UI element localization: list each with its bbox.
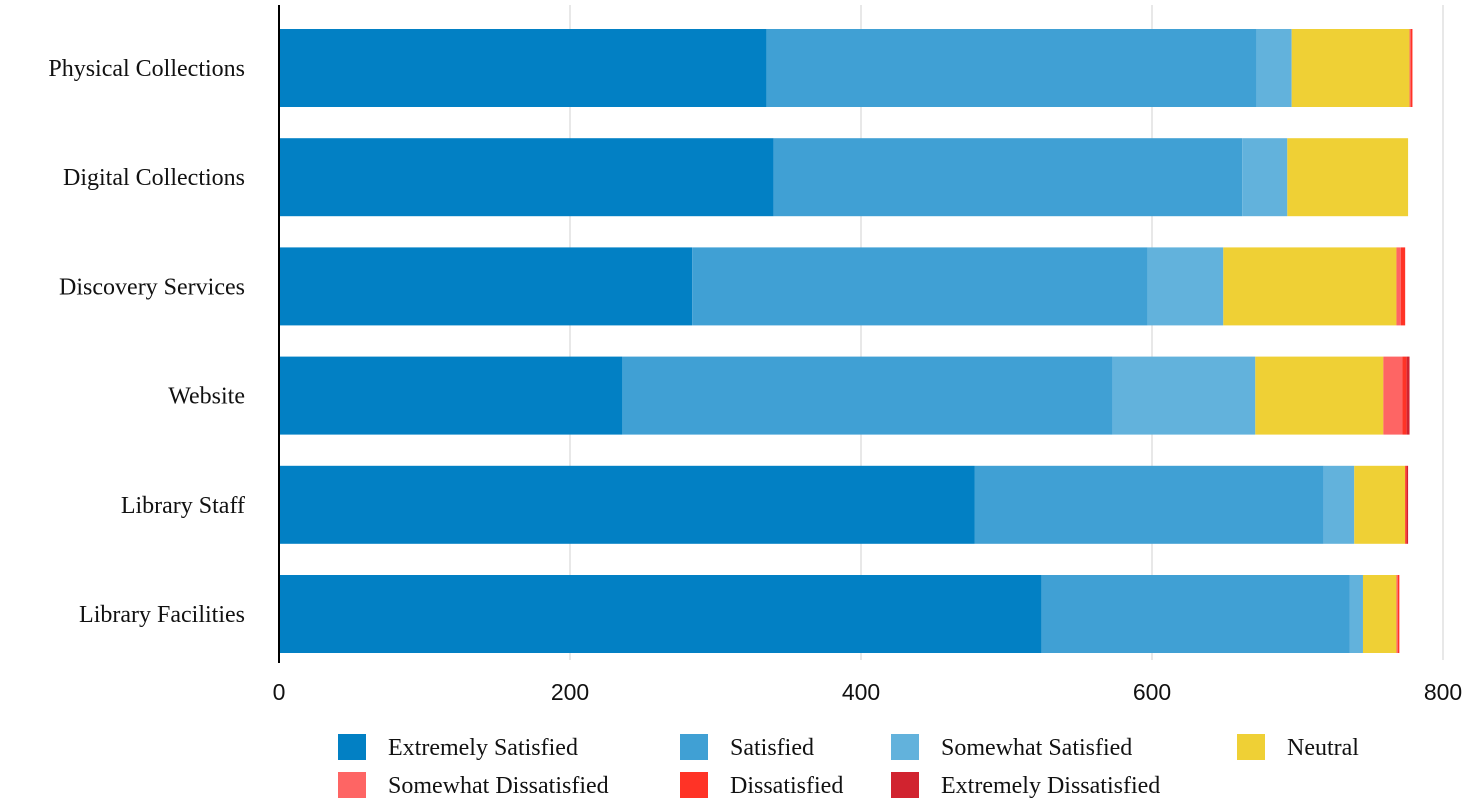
bar-segment	[1405, 465, 1407, 544]
category-label: Website	[168, 384, 245, 410]
legend-swatch	[680, 772, 708, 798]
bar-segment	[622, 356, 1113, 435]
bar-segment	[279, 575, 1042, 653]
legend-label: Somewhat Satisfied	[941, 735, 1132, 761]
bar-segment	[1396, 247, 1401, 326]
legend: Extremely Satisfied Satisfied Somewhat Sat…	[338, 734, 1359, 799]
legend-label: Neutral	[1287, 735, 1359, 761]
bar-segment	[1406, 356, 1410, 435]
bar-segment	[1397, 575, 1400, 653]
legend-swatch	[1237, 734, 1265, 760]
bar-segment	[1112, 356, 1256, 435]
bar-segment	[1223, 247, 1397, 326]
bar-segment	[1147, 247, 1224, 326]
legend-label: Dissatisfied	[730, 773, 843, 799]
bar-segment	[1409, 29, 1411, 107]
category-label: Digital Collections	[63, 165, 245, 191]
bar-segment	[1410, 29, 1413, 107]
bar-segment	[1323, 465, 1355, 544]
legend-label: Somewhat Dissatisfied	[388, 773, 609, 799]
legend-swatch	[891, 734, 919, 760]
legend-swatch	[891, 772, 919, 798]
category-label: Physical Collections	[48, 56, 245, 82]
bar-segment	[974, 465, 1324, 544]
x-tick-label: 0	[273, 679, 286, 705]
bar-segment	[1400, 247, 1406, 326]
bar-segment	[1362, 575, 1397, 653]
bar-segment	[279, 356, 623, 435]
category-label: Library Facilities	[79, 602, 245, 628]
bar-segment	[773, 138, 1243, 217]
legend-swatch	[338, 734, 366, 760]
bar-segment	[1383, 356, 1403, 435]
bar-segment	[1255, 356, 1384, 435]
x-tick-label: 600	[1133, 679, 1171, 705]
gridlines	[569, 5, 1444, 660]
bar-segment	[279, 29, 767, 107]
bar-segment	[279, 138, 774, 217]
legend-swatch	[338, 772, 366, 798]
bar-segment	[1287, 138, 1409, 217]
bar-segment	[1242, 138, 1288, 217]
legend-label: Extremely Satisfied	[388, 735, 578, 761]
bar-segment	[1256, 29, 1292, 107]
bar-segment	[279, 247, 693, 326]
x-tick-label: 400	[842, 679, 880, 705]
x-tick-label: 800	[1424, 679, 1462, 705]
bar-segment	[1406, 465, 1409, 544]
bar-segment	[1396, 575, 1398, 653]
category-label: Library Staff	[121, 493, 245, 519]
bars	[279, 29, 1413, 653]
bar-segment	[1349, 575, 1363, 653]
bar-segment	[1041, 575, 1350, 653]
bar-segment	[1354, 465, 1406, 544]
bar-segment	[692, 247, 1148, 326]
legend-label: Extremely Dissatisfied	[941, 773, 1160, 799]
bar-segment	[766, 29, 1257, 107]
legend-label: Satisfied	[730, 735, 814, 761]
bar-segment	[279, 465, 975, 544]
bar-segment	[1291, 29, 1410, 107]
category-label: Discovery Services	[59, 274, 245, 300]
x-tick-label: 200	[551, 679, 589, 705]
labels: 0 200 400 600 800 Physical Collections Digital…	[48, 56, 1462, 705]
legend-swatch	[680, 734, 708, 760]
bar-segment	[1402, 356, 1407, 435]
